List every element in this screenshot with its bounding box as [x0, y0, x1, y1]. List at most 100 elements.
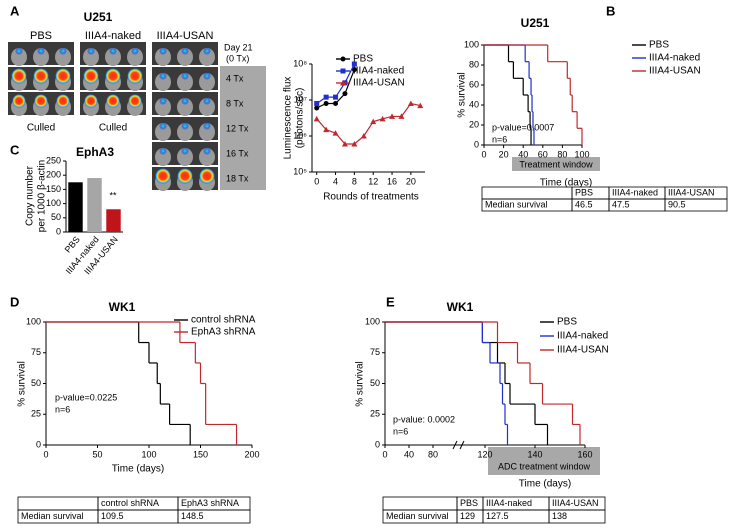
marker: [341, 140, 348, 147]
marker: [340, 56, 346, 62]
y-tick-label: 150: [46, 184, 61, 194]
y-tick-label: 75: [31, 347, 41, 357]
signal-blob: [181, 147, 189, 155]
y-axis-label: % survival: [457, 72, 468, 118]
y-axis-label: % survival: [355, 361, 366, 407]
mouse-image: [152, 117, 218, 141]
axis-break: [452, 440, 465, 450]
table: Median survival PBS 129 IIIA4-naked 127.5 III…: [382, 496, 606, 524]
culled-label: Culled: [27, 123, 55, 134]
signal-blob: [159, 147, 167, 155]
y-axis-label: Luminescence flux: [283, 77, 294, 160]
table-value: 47.5: [612, 199, 630, 209]
x-axis-label: Time (days): [540, 178, 592, 189]
x-tick-label: 0: [314, 176, 319, 186]
panel-label: E: [386, 294, 395, 309]
mouse-image: [80, 92, 146, 116]
window-bar: [488, 447, 600, 475]
annotation: n=6: [393, 426, 408, 436]
marker: [351, 67, 357, 73]
table-cell: [481, 186, 573, 200]
table-cell: [177, 509, 251, 524]
signal-blob: [12, 94, 26, 108]
annotation: p-value=0.0225: [55, 392, 117, 402]
signal-blob: [34, 94, 48, 108]
column-header: IIIA4-USAN: [552, 498, 599, 508]
x-tick-label: 4: [333, 176, 338, 186]
table-cell: [17, 496, 99, 511]
marker: [398, 113, 405, 119]
x-tick-label: 120: [477, 449, 492, 459]
row-label: Day 21: [224, 42, 253, 52]
x-tick-label: 80: [557, 149, 567, 159]
bar: [68, 182, 83, 232]
mouse-body: [199, 98, 215, 116]
x-tick-label: 100: [141, 449, 156, 459]
marker: [407, 100, 414, 106]
signal-blob: [199, 168, 215, 184]
x-tick-label: 50: [92, 449, 102, 459]
y-tick-label: 75: [370, 347, 380, 357]
signal-blob: [37, 47, 45, 55]
annotation: n=6: [492, 134, 507, 144]
y-tick-label: 10⁷: [294, 94, 307, 104]
mouse-image: [152, 67, 218, 91]
x-tick-label: 160: [577, 449, 592, 459]
bar: [87, 178, 102, 232]
chart-title: EphA3: [76, 145, 114, 159]
window-bar: [512, 157, 600, 171]
mouse-body: [105, 48, 121, 66]
signal-blob: [87, 47, 95, 55]
mouse-body: [11, 48, 27, 66]
mouse-image: [152, 167, 218, 191]
signal-blob: [203, 147, 211, 155]
mouse-image: [80, 67, 146, 91]
legend-label: PBS: [353, 54, 373, 65]
signal-blob: [128, 94, 142, 108]
legend-label: PBS: [649, 40, 669, 51]
mouse-body: [199, 123, 215, 141]
chart-title: WK1: [447, 300, 474, 314]
signal-blob: [203, 72, 211, 80]
x-tick-label: 200: [244, 449, 259, 459]
table: Median survival PBS 46.5 IIIA4-naked 47.5 III…: [481, 186, 728, 212]
y-tick-label: 25: [370, 409, 380, 419]
column-header: EphA3 shRNA: [181, 498, 239, 508]
marker: [389, 113, 396, 119]
mouse-body: [199, 48, 215, 66]
mouse-image: [80, 42, 146, 66]
signal-blob: [181, 122, 189, 130]
x-tick-label: 12: [368, 176, 378, 186]
row-label-strip: [220, 66, 266, 190]
x-tick-label: 20: [406, 176, 416, 186]
column-header: PBS: [575, 187, 593, 197]
x-tick-label: 8: [352, 176, 357, 186]
y-axis-label: per 1000 β-actin: [37, 160, 48, 232]
signal-blob: [177, 168, 193, 184]
x-axis-label: Rounds of treatments: [323, 192, 419, 203]
signal-blob: [181, 47, 189, 55]
annotation: **: [109, 190, 117, 200]
panel-label: D: [10, 294, 19, 309]
marker: [360, 133, 367, 139]
row-label: 16 Tx: [226, 148, 249, 158]
y-tick-label: 10⁶: [293, 130, 307, 140]
bar: [106, 209, 121, 232]
y-axis-label: (photons/sec): [295, 88, 306, 149]
marker: [314, 105, 320, 111]
mouse-body: [155, 123, 171, 141]
mouse-body: [33, 48, 49, 66]
y-tick-label: 0: [36, 439, 41, 449]
x-tick-label: 80: [428, 449, 438, 459]
table-value: 138: [552, 511, 567, 521]
panel-label: A: [10, 3, 20, 18]
annotation: p-value=0.0007: [492, 122, 554, 132]
x-tick-label: 150: [193, 449, 208, 459]
signal-blob: [181, 97, 189, 105]
column-label: IIIA4-USAN: [157, 30, 214, 42]
y-tick-label: 200: [46, 170, 61, 180]
signal-blob: [159, 97, 167, 105]
y-tick-label: 20: [469, 119, 479, 129]
x-tick-label: 20: [499, 149, 509, 159]
